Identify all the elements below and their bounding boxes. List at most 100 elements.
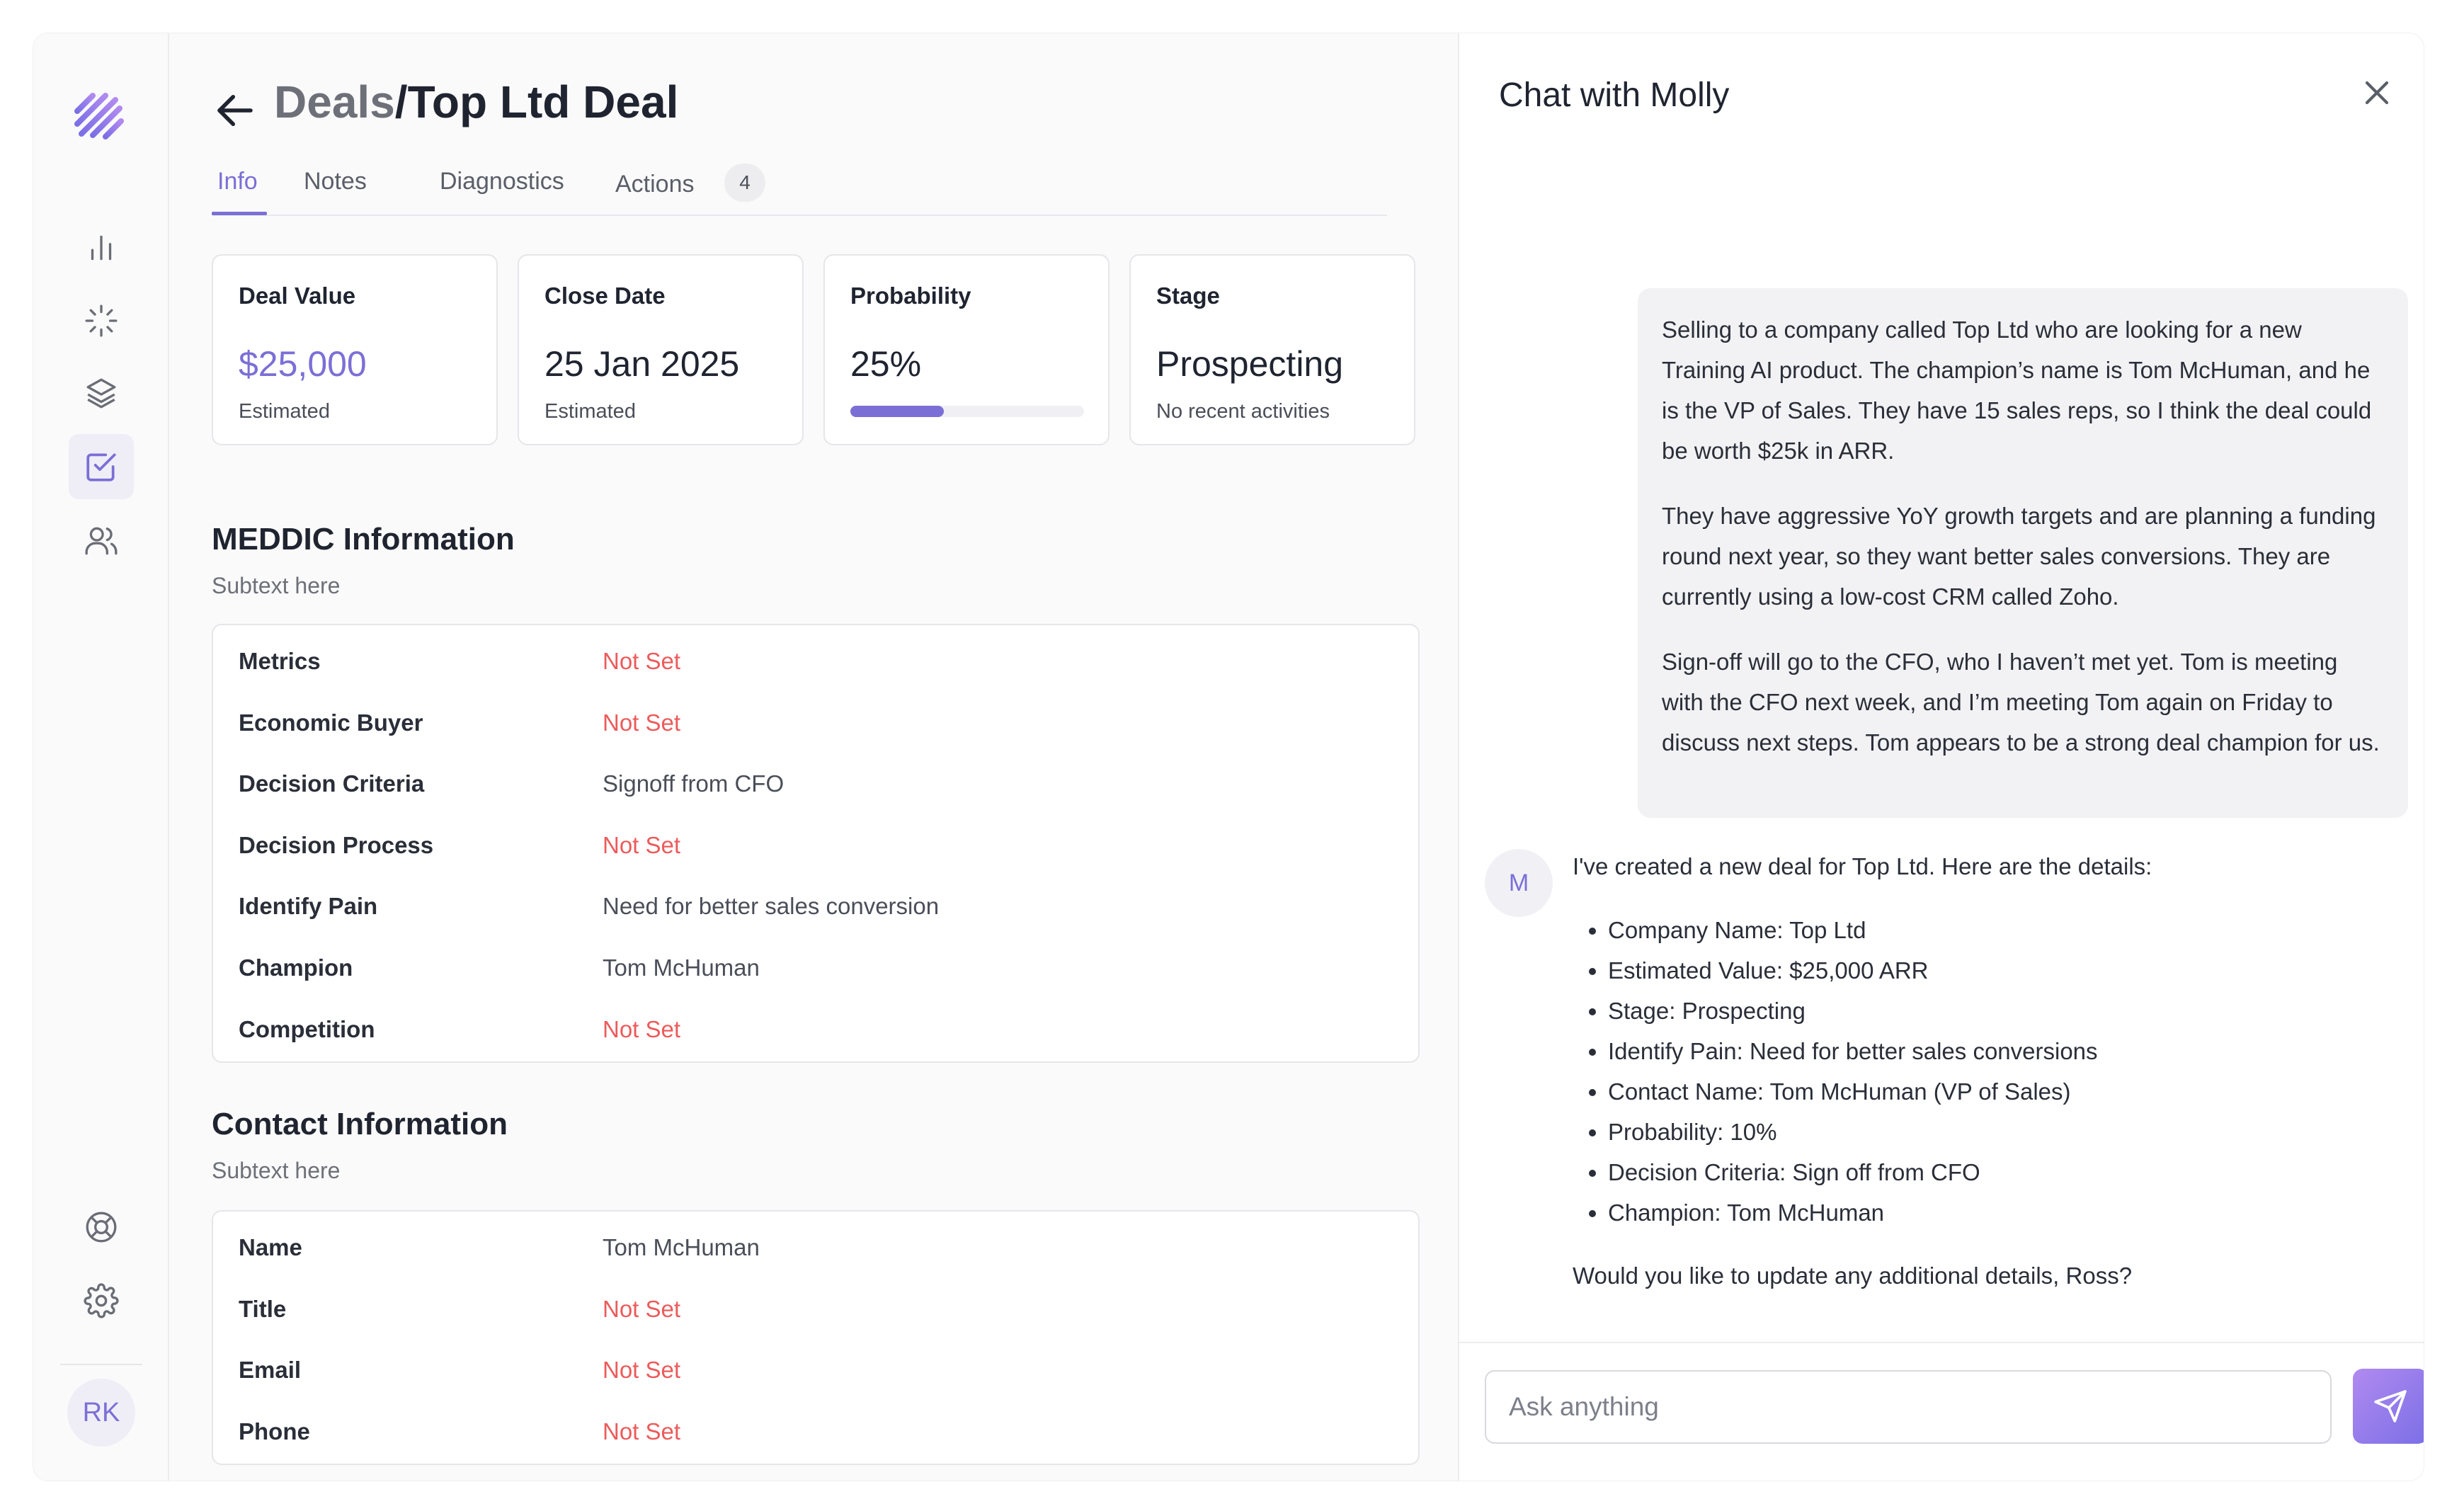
card-title: Stage [1156, 283, 1220, 309]
breadcrumb-parent[interactable]: Deals [274, 76, 395, 127]
arrow-left-icon [217, 95, 253, 126]
stage-card: Stage Prospecting No recent activities [1129, 254, 1415, 445]
list-item: Decision Criteria: Sign off from CFO [1608, 1152, 2394, 1192]
field-label: Title [239, 1295, 287, 1322]
deal-detail-panel: Deals/Top Ltd Deal Info Notes Diagnostic… [169, 33, 1458, 1481]
probability-card: Probability 25% [823, 254, 1110, 445]
sparkle-loader-icon [85, 304, 118, 337]
card-title: Probability [850, 283, 971, 309]
field-value[interactable]: Not Set [603, 648, 681, 674]
close-icon [2365, 81, 2389, 105]
field-value[interactable]: Not Set [603, 831, 681, 858]
field-value[interactable]: Not Set [603, 709, 681, 736]
table-row: Identify Pain Need for better sales conve… [213, 876, 1418, 937]
field-value[interactable]: Tom McHuman [603, 954, 760, 981]
field-label: Email [239, 1357, 302, 1384]
table-row: Decision Criteria Signoff from CFO [213, 753, 1418, 814]
tab-notes[interactable]: Notes [304, 168, 367, 195]
contact-title: Contact Information [212, 1107, 508, 1141]
table-row: Champion Tom McHuman [213, 937, 1418, 998]
field-label: Identify Pain [239, 893, 378, 920]
nav-layers[interactable] [69, 360, 134, 426]
contact-table: Name Tom McHuman Title Not Set Email Not Set P… [212, 1210, 1420, 1465]
chat-input[interactable] [1485, 1370, 2332, 1444]
field-value[interactable]: Not Set [603, 1418, 681, 1444]
back-button[interactable] [212, 87, 258, 134]
layers-icon [86, 378, 116, 409]
gear-icon [84, 1283, 119, 1318]
field-label: Name [239, 1234, 302, 1260]
close-chat-button[interactable] [2357, 73, 2397, 113]
probability-bar [850, 406, 1084, 417]
bot-message-intro: I've created a new deal for Top Ltd. Her… [1573, 853, 2152, 879]
deal-value-card: Deal Value $25,000 Estimated [212, 254, 498, 445]
stage-value: Prospecting [1156, 344, 1344, 384]
table-row: Name Tom McHuman [213, 1217, 1418, 1278]
nav-support[interactable] [69, 1195, 134, 1260]
nav-analytics[interactable] [69, 215, 134, 280]
send-button[interactable] [2353, 1369, 2424, 1444]
meddic-subtitle: Subtext here [212, 573, 341, 598]
tab-diagnostics-label: Diagnostics [440, 168, 564, 195]
checkbox-icon [86, 453, 116, 481]
card-title: Deal Value [239, 283, 356, 309]
nav-contacts[interactable] [69, 508, 134, 573]
tab-info-label: Info [217, 168, 258, 195]
field-value[interactable]: Tom McHuman [603, 1234, 760, 1260]
list-item: Estimated Value: $25,000 ARR [1608, 950, 2394, 991]
deal-value: $25,000 [239, 344, 367, 384]
field-label: Phone [239, 1418, 310, 1444]
actions-count-badge: 4 [724, 164, 765, 202]
chat-panel: Chat with Molly Selling to a company cal… [1458, 33, 2424, 1481]
tab-notes-label: Notes [304, 168, 367, 195]
nav-deals[interactable] [69, 434, 134, 499]
table-row: Title Not Set [213, 1279, 1418, 1340]
card-subtext: No recent activities [1156, 400, 1330, 423]
logo-icon[interactable] [69, 87, 132, 151]
user-message-paragraph: Selling to a company called Top Ltd who … [1662, 317, 2372, 464]
field-value[interactable]: Not Set [603, 1295, 681, 1322]
field-value[interactable]: Not Set [603, 1015, 681, 1042]
nav-loading[interactable] [69, 288, 134, 353]
table-row: Competition Not Set [213, 999, 1418, 1060]
sidebar: RK [33, 33, 169, 1481]
list-item: Contact Name: Tom McHuman (VP of Sales) [1608, 1071, 2394, 1112]
bot-message-outro: Would you like to update any additional … [1573, 1263, 2133, 1289]
close-date-card: Close Date 25 Jan 2025 Estimated [518, 254, 804, 445]
table-row: Decision Process Not Set [213, 815, 1418, 876]
field-value[interactable]: Need for better sales conversion [603, 893, 940, 920]
tab-diagnostics[interactable]: Diagnostics [440, 168, 564, 195]
card-title: Close Date [544, 283, 666, 309]
tab-actions-label: Actions [615, 171, 695, 198]
meddic-title: MEDDIC Information [212, 522, 515, 557]
user-avatar[interactable]: RK [67, 1379, 135, 1447]
table-row: Phone Not Set [213, 1401, 1418, 1462]
app-window: RK Deals/Top Ltd Deal Info Notes Diagnos… [33, 33, 2424, 1481]
field-value[interactable]: Signoff from CFO [603, 770, 785, 797]
tab-info[interactable]: Info [212, 168, 267, 215]
send-icon [2374, 1390, 2407, 1423]
probability-value: 25% [850, 344, 922, 384]
nav-settings[interactable] [69, 1268, 134, 1333]
table-row: Metrics Not Set [213, 631, 1418, 692]
breadcrumb: Deals/Top Ltd Deal [274, 76, 678, 128]
field-value[interactable]: Not Set [603, 1357, 681, 1384]
tab-bar: Info Notes Diagnostics Actions 4 [212, 162, 1387, 216]
bar-chart-icon [91, 235, 112, 261]
meddic-table: Metrics Not Set Economic Buyer Not Set Decis… [212, 624, 1420, 1063]
bot-avatar: M [1485, 849, 1553, 917]
field-label: Champion [239, 954, 353, 981]
user-message-bubble: Selling to a company called Top Ltd who … [1638, 288, 2408, 818]
lifebuoy-icon [86, 1212, 117, 1243]
field-label: Decision Criteria [239, 770, 425, 797]
probability-bar-fill [850, 406, 944, 417]
contact-subtitle: Subtext here [212, 1158, 341, 1183]
field-label: Decision Process [239, 831, 434, 858]
tab-actions[interactable]: Actions [615, 171, 695, 198]
field-label: Economic Buyer [239, 709, 423, 736]
chat-title: Chat with Molly [1499, 76, 1730, 114]
list-item: Identify Pain: Need for better sales con… [1608, 1031, 2394, 1071]
user-message-paragraph: Sign-off will go to the CFO, who I haven… [1662, 649, 2380, 756]
list-item: Champion: Tom McHuman [1608, 1192, 2394, 1233]
bot-details-list: Company Name: Top LtdEstimated Value: $2… [1608, 910, 2394, 1233]
